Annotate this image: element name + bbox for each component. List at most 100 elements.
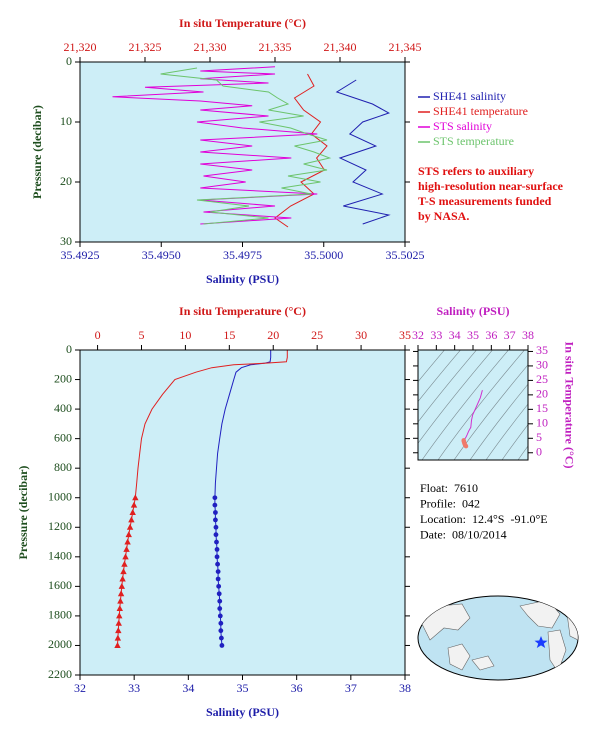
x-tick-label: 21,330 bbox=[194, 40, 227, 54]
circle-marker bbox=[215, 576, 221, 582]
note-line: STS refers to auxiliary bbox=[418, 164, 534, 178]
x-axis-title: Salinity (PSU) bbox=[436, 304, 509, 318]
x-tick-label: 35.5000 bbox=[304, 248, 343, 262]
float-info: Location: 12.4°S -91.0°E bbox=[420, 512, 548, 526]
y-tick-label: 600 bbox=[54, 430, 72, 444]
circle-marker bbox=[214, 547, 220, 552]
y-tick-label: 30 bbox=[536, 358, 548, 372]
x-tick-label: 34 bbox=[182, 681, 194, 695]
circle-marker bbox=[218, 635, 224, 641]
circle-marker bbox=[212, 502, 218, 508]
legend-label: SHE41 salinity bbox=[433, 89, 506, 103]
circle-marker bbox=[213, 524, 219, 530]
y-tick-label: 800 bbox=[54, 460, 72, 474]
y-tick-label: 25 bbox=[536, 372, 548, 386]
float-info: Profile: 042 bbox=[420, 496, 480, 510]
y-tick-label: 15 bbox=[536, 401, 548, 415]
profile-line bbox=[214, 350, 272, 498]
land bbox=[447, 643, 471, 671]
float-location-star bbox=[534, 636, 548, 648]
legend-label: STS salinity bbox=[433, 119, 492, 133]
y-axis-title: Pressure (decibar) bbox=[16, 466, 30, 560]
y-tick-label: 1200 bbox=[48, 519, 72, 533]
plot-frame bbox=[417, 349, 529, 461]
x-tick-label: 20 bbox=[267, 328, 279, 342]
density-contour bbox=[418, 350, 493, 444]
note-line: by NASA. bbox=[418, 209, 469, 223]
density-contour bbox=[501, 424, 528, 460]
x-tick-label: 38 bbox=[522, 328, 534, 342]
x-tick-label: 35 bbox=[237, 681, 249, 695]
density-contour bbox=[437, 350, 525, 460]
land bbox=[547, 629, 567, 673]
plot-area bbox=[80, 350, 405, 675]
density-contour bbox=[421, 350, 509, 460]
density-contour bbox=[418, 350, 477, 423]
circle-marker bbox=[213, 510, 218, 515]
y-tick-label: 0 bbox=[66, 342, 72, 356]
circle-marker bbox=[215, 569, 221, 574]
x-tick-label: 34 bbox=[449, 328, 461, 342]
x-tick-label: 21,345 bbox=[389, 40, 422, 54]
x-tick-label: 5 bbox=[138, 328, 144, 342]
circle-marker bbox=[215, 561, 220, 567]
x-tick-label: 35 bbox=[467, 328, 479, 342]
x-tick-label: 37 bbox=[345, 681, 357, 695]
y-tick-label: 5 bbox=[536, 430, 542, 444]
triangle-marker bbox=[118, 582, 126, 589]
x-tick-label: 37 bbox=[504, 328, 516, 342]
circle-marker bbox=[212, 495, 218, 501]
x-tick-label: 33 bbox=[430, 328, 442, 342]
x-tick-label: 36 bbox=[485, 328, 497, 342]
triangle-marker bbox=[122, 553, 129, 560]
profile-line bbox=[335, 79, 391, 225]
x-tick-label: 38 bbox=[399, 681, 411, 695]
x-tick-label: 10 bbox=[179, 328, 191, 342]
circle-marker bbox=[213, 517, 218, 523]
x-axis-title: In situ Temperature (°C) bbox=[179, 16, 306, 30]
circle-marker bbox=[218, 620, 224, 626]
y-tick-label: 10 bbox=[536, 416, 548, 430]
y-tick-label: 1800 bbox=[48, 608, 72, 622]
x-tick-label: 25 bbox=[311, 328, 323, 342]
triangle-marker bbox=[121, 560, 128, 567]
x-tick-label: 35 bbox=[399, 328, 411, 342]
y-tick-label: 400 bbox=[54, 401, 72, 415]
float-info: Float: 7610 bbox=[420, 481, 478, 495]
triangle-marker bbox=[132, 494, 139, 501]
x-tick-label: 32 bbox=[412, 328, 424, 342]
x-tick-label: 35.4950 bbox=[142, 248, 181, 262]
x-tick-label: 0 bbox=[95, 328, 101, 342]
profile-line bbox=[160, 67, 332, 225]
triangle-marker bbox=[129, 509, 136, 515]
triangle-marker bbox=[116, 605, 123, 612]
density-contour bbox=[517, 445, 528, 460]
plot-area bbox=[418, 350, 528, 460]
triangle-marker bbox=[117, 590, 125, 597]
y-tick-label: 2200 bbox=[48, 667, 72, 681]
x-tick-label: 32 bbox=[74, 681, 86, 695]
note-line: high-resolution near-surface bbox=[418, 179, 564, 193]
circle-marker bbox=[213, 532, 219, 538]
circle-marker bbox=[216, 583, 222, 589]
y-tick-label: 35 bbox=[536, 343, 548, 357]
legend-label: SHE41 temperature bbox=[433, 104, 528, 118]
triangle-marker bbox=[114, 641, 121, 648]
triangle-marker bbox=[130, 501, 138, 508]
plot-series bbox=[461, 389, 483, 449]
x-tick-label: 35.4975 bbox=[223, 248, 262, 262]
x-axis-title: Salinity (PSU) bbox=[206, 272, 279, 286]
y-tick-label: 2000 bbox=[48, 637, 72, 651]
density-contour bbox=[469, 383, 528, 460]
y-tick-label: 1600 bbox=[48, 578, 72, 592]
y-tick-label: 0 bbox=[66, 54, 72, 68]
float-info: Date: 08/10/2014 bbox=[420, 527, 507, 541]
circle-marker bbox=[218, 628, 224, 634]
y-tick-label: 30 bbox=[60, 234, 72, 248]
y-tick-label: 20 bbox=[536, 387, 548, 401]
triangle-marker bbox=[115, 627, 122, 634]
circle-marker bbox=[214, 539, 219, 545]
x-tick-label: 35.4925 bbox=[61, 248, 100, 262]
circle-marker bbox=[217, 613, 223, 619]
x-tick-label: 35.5025 bbox=[386, 248, 425, 262]
